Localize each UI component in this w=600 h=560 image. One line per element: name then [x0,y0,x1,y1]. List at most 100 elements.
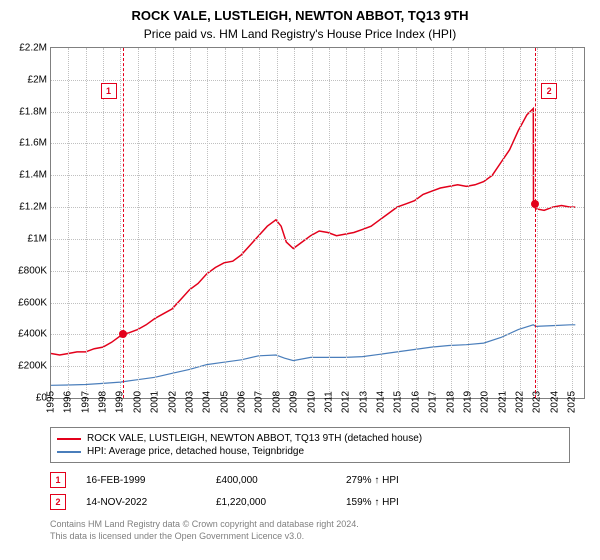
gridline-v [364,48,365,398]
gridline-v [259,48,260,398]
x-axis-label: 1995 [46,391,57,413]
sale-event-date: 14-NOV-2022 [86,497,216,508]
legend-swatch [57,451,81,453]
x-axis-label: 2007 [254,391,265,413]
y-axis-label: £600K [18,297,47,308]
chart-subtitle: Price paid vs. HM Land Registry's House … [0,23,600,47]
gridline-h [51,112,584,113]
gridline-v [329,48,330,398]
gridline-v [312,48,313,398]
gridline-v [294,48,295,398]
x-axis-label: 2006 [237,391,248,413]
x-axis-label: 2024 [549,391,560,413]
x-axis-label: 2011 [323,391,334,413]
sale-event-price: £400,000 [216,475,346,486]
x-axis-label: 2018 [445,391,456,413]
y-axis-label: £800K [18,265,47,276]
gridline-h [51,143,584,144]
x-axis-label: 2013 [358,391,369,413]
gridline-h [51,366,584,367]
sale-event-row: 1 16-FEB-1999£400,000279% ↑ HPI [50,469,570,491]
x-axis-label: 2001 [150,391,161,413]
gridline-v [572,48,573,398]
y-axis-label: £200K [18,361,47,372]
y-axis-label: £1.2M [19,202,47,213]
sale-event-price: £1,220,000 [216,497,346,508]
gridline-h [51,207,584,208]
gridline-v [503,48,504,398]
chart-plot-area: £0£200K£400K£600K£800K£1M£1.2M£1.4M£1.6M… [50,47,585,399]
sale-events: 1 16-FEB-1999£400,000279% ↑ HPI 2 14-NOV-20… [50,469,570,513]
x-axis-label: 2022 [514,391,525,413]
x-axis-label: 1997 [80,391,91,413]
gridline-h [51,239,584,240]
gridline-v [190,48,191,398]
gridline-v [398,48,399,398]
sale-event-date: 16-FEB-1999 [86,475,216,486]
gridline-v [416,48,417,398]
gridline-v [68,48,69,398]
legend-box: ROCK VALE, LUSTLEIGH, NEWTON ABBOT, TQ13… [50,427,570,463]
y-axis-label: £400K [18,329,47,340]
x-axis-label: 2012 [341,391,352,413]
gridline-v [242,48,243,398]
x-axis-label: 2017 [428,391,439,413]
legend-label: ROCK VALE, LUSTLEIGH, NEWTON ABBOT, TQ13… [87,433,422,444]
x-axis-label: 2003 [184,391,195,413]
x-axis-label: 2019 [462,391,473,413]
gridline-h [51,80,584,81]
x-axis-label: 2021 [497,391,508,413]
x-axis-label: 2014 [376,391,387,413]
gridline-v [433,48,434,398]
sale-marker-vline [535,48,536,398]
gridline-v [537,48,538,398]
gridline-v [173,48,174,398]
gridline-v [103,48,104,398]
legend-label: HPI: Average price, detached house, Teig… [87,446,304,457]
gridline-v [451,48,452,398]
x-axis-label: 2010 [306,391,317,413]
x-axis-label: 2020 [480,391,491,413]
sale-marker-vline [123,48,124,398]
x-axis-label: 2000 [132,391,143,413]
sale-event-row: 214-NOV-2022£1,220,000159% ↑ HPI [50,491,570,513]
x-axis-label: 1996 [63,391,74,413]
x-axis-label: 2004 [202,391,213,413]
gridline-v [86,48,87,398]
chart-lines-svg [51,48,584,398]
gridline-h [51,271,584,272]
x-axis-label: 2023 [532,391,543,413]
gridline-v [555,48,556,398]
y-axis-label: £1M [28,233,47,244]
x-axis-label: 2008 [271,391,282,413]
x-axis-label: 2009 [289,391,300,413]
legend-swatch [57,438,81,440]
sale-marker-dot [119,330,127,338]
y-axis-label: £2M [28,74,47,85]
sale-event-pct: 279% ↑ HPI [346,475,466,486]
sale-marker-number: 1 [101,83,117,99]
sale-event-number: 2 [50,494,66,510]
x-axis-label: 1998 [98,391,109,413]
sale-marker-number: 2 [541,83,557,99]
gridline-h [51,303,584,304]
sale-marker-dot [531,200,539,208]
y-axis-label: £1.6M [19,138,47,149]
x-axis-label: 2025 [567,391,578,413]
gridline-v [277,48,278,398]
footer-attribution: Contains HM Land Registry data © Crown c… [50,519,570,542]
x-axis-label: 1999 [115,391,126,413]
y-axis-label: £2.2M [19,43,47,54]
legend-item: HPI: Average price, detached house, Teig… [57,445,563,458]
x-axis-label: 2016 [410,391,421,413]
sale-event-number: 1 [50,472,66,488]
gridline-v [138,48,139,398]
y-axis-label: £1.4M [19,170,47,181]
gridline-h [51,175,584,176]
gridline-v [207,48,208,398]
gridline-v [155,48,156,398]
gridline-v [468,48,469,398]
x-axis-label: 2015 [393,391,404,413]
footer-line-2: This data is licensed under the Open Gov… [50,531,570,543]
x-axis-label: 2002 [167,391,178,413]
